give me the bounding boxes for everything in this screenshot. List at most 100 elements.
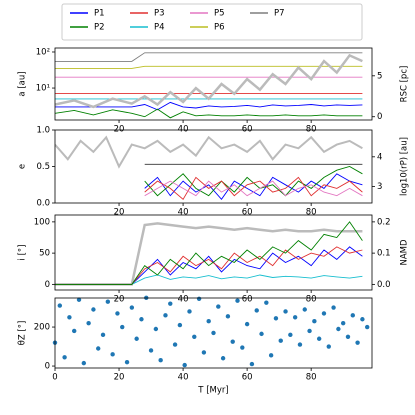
legend-label: P4 [154,23,165,33]
scatter-point [158,358,163,363]
x-tick-label: 80 [306,125,317,135]
x-tick-label: 40 [178,295,189,305]
scatter-point [148,348,154,353]
y-tick-label: 200 [34,323,50,333]
scatter-point [192,334,197,340]
x-tick-label: 80 [306,373,317,383]
scatter-point [187,309,192,314]
scatter-point [206,319,211,324]
y2-tick-label: 3 [377,182,382,192]
series-line [144,176,363,200]
x-tick-label: 20 [114,125,125,135]
y-axis-label: i [°] [18,245,28,261]
scatter-point [105,299,111,304]
y2-tick-label: 5 [377,71,382,81]
y2-axis-label: RSC [pc] [400,66,410,103]
scatter-point [273,316,279,321]
x-tick-label: 40 [178,208,189,218]
scatter-point [225,314,231,319]
series-line [144,166,363,197]
x-tick-label: 40 [178,125,189,135]
series-line [55,274,363,285]
scatter-point [67,315,72,320]
x-tick-label: 20 [114,295,125,305]
scatter-point [355,340,360,345]
scatter-point [292,315,298,320]
y-tick-label: 0 [45,280,50,290]
scatter-point [216,304,221,309]
y-tick-label: 10¹ [36,84,50,94]
x-tick-label: 40 [178,373,189,383]
legend-label: P1 [94,9,105,19]
y2-tick-label: 0.1 [377,249,391,259]
scatter-point [115,311,120,316]
scatter-point [129,305,135,310]
legend-box [61,3,363,41]
x-tick-label: 60 [242,295,253,305]
series-line [55,221,363,285]
scatter-point [211,330,216,336]
axes-frame [54,47,373,121]
x-tick-label: 80 [306,295,317,305]
y2-axis-label: log10(rP) [au] [400,137,410,196]
scatter-point [220,356,226,361]
x-axis-label: T [Myr] [197,386,228,396]
scatter-point [163,313,168,318]
x-tick-label: 0 [52,373,57,383]
scatter-point [182,362,187,368]
scatter-point [297,342,303,347]
scatter-point [124,359,130,365]
scatter-point [244,321,250,327]
scatter-point [264,300,269,305]
scatter-point [139,317,144,322]
scatter-point [76,297,82,302]
series-line [55,135,363,169]
scatter-point [81,360,87,366]
scatter-point [57,303,63,308]
scatter-point [172,342,178,347]
x-tick-label: 20 [114,373,125,383]
scatter-point [336,326,341,332]
series-line [55,65,363,69]
y2-tick-label: 0 [377,112,382,122]
series-line [144,180,363,197]
scatter-point [278,338,283,343]
scatter-point [316,336,322,341]
x-tick-label: 60 [242,125,253,135]
series-line [55,53,363,109]
scatter-point [302,307,307,312]
legend-label: P6 [214,23,225,33]
series-line [55,52,363,62]
axes-frame [54,214,373,291]
scatter-point [177,322,183,328]
y-axis-label: e [18,164,28,169]
scatter-point [62,355,67,360]
scatter-point [100,332,106,338]
scatter-point [340,320,346,326]
scatter-point [201,350,207,355]
y-tick-label: 10² [36,47,50,57]
y2-tick-label: 0.2 [377,217,391,227]
y-axis-label: a [au] [18,71,28,96]
y-tick-label: 1.0 [36,126,50,136]
scatter-point [86,320,91,326]
y2-tick-label: 0.0 [377,280,391,290]
series-line [55,101,363,111]
scatter-point [230,339,235,344]
scatter-point [168,301,173,306]
series-line [55,108,363,119]
scatter-point [235,298,240,303]
x-tick-label: 60 [242,208,253,218]
scatter-point [96,346,101,351]
y-axis-label: θZ [°] [18,321,28,346]
scatter-point [364,324,370,330]
scatter-point [268,353,274,358]
scatter-point [307,328,312,334]
scatter-point [259,331,264,337]
scatter-point [110,352,115,357]
scatter-point [134,336,139,341]
x-tick-label: 60 [242,373,253,383]
legend-label: P5 [214,9,225,19]
scatter-point [283,309,288,314]
